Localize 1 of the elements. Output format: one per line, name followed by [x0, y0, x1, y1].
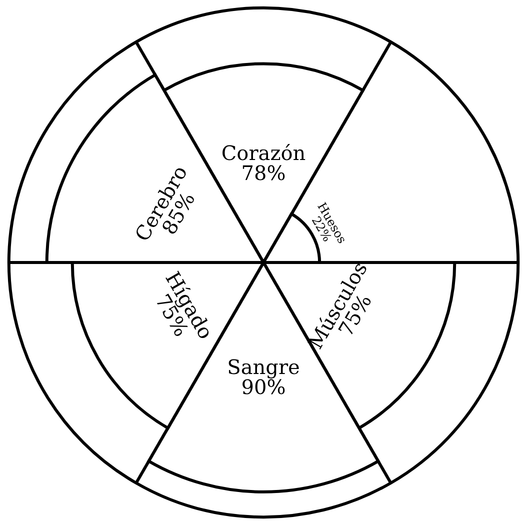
- category-label: Sangre: [227, 355, 300, 380]
